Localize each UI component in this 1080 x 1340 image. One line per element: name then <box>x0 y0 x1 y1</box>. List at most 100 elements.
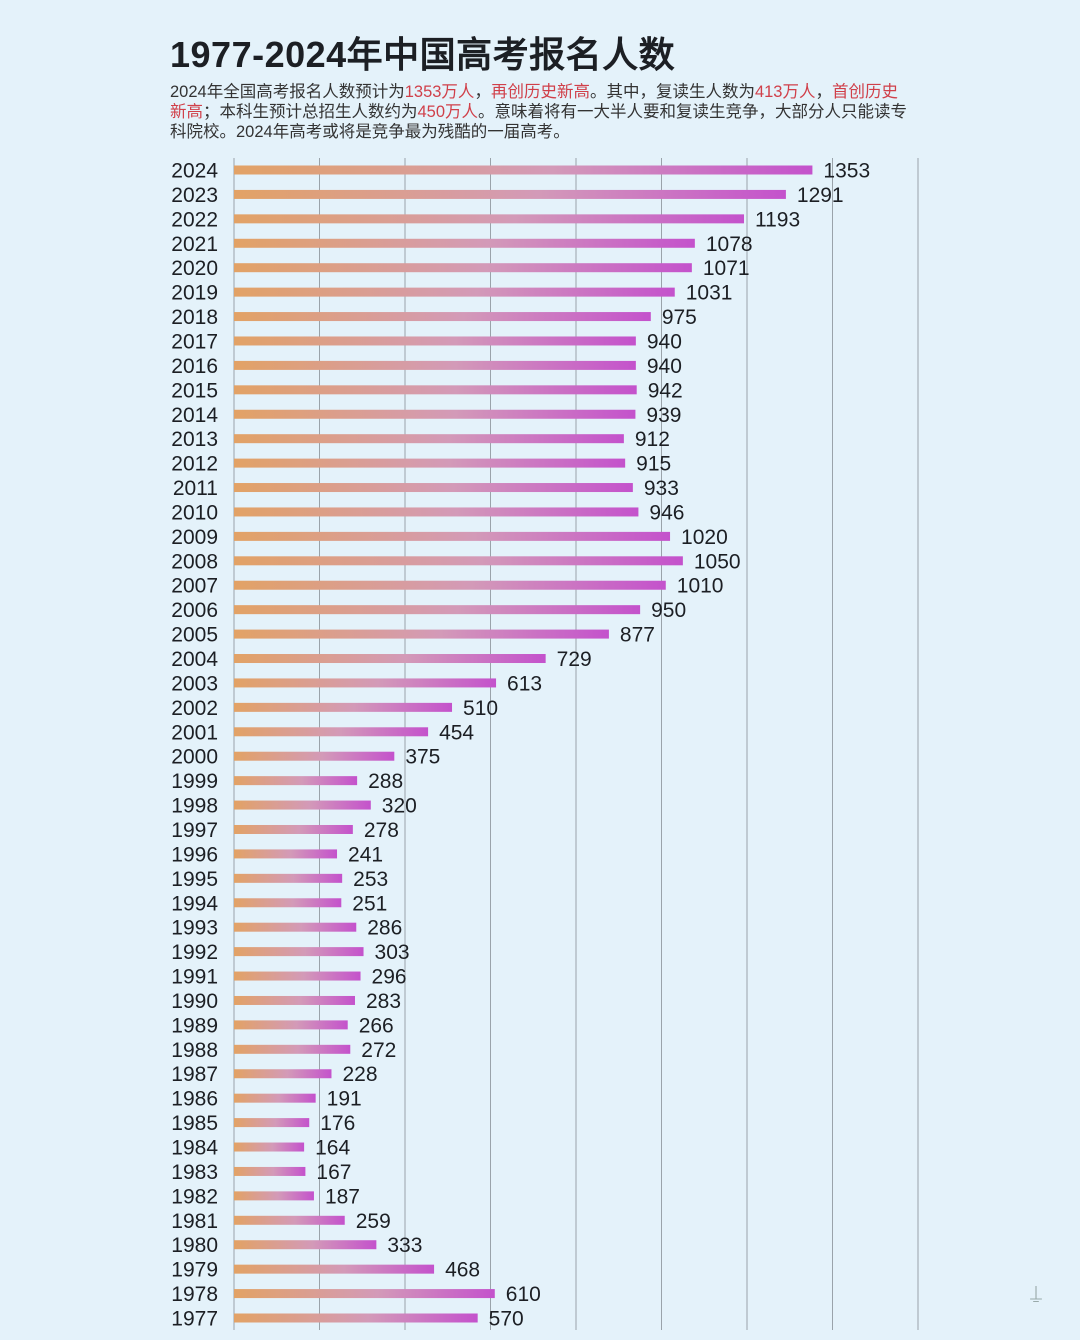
bar-2010 <box>234 507 639 517</box>
bar-1989 <box>234 1020 348 1030</box>
subtitle-highlight: 413万人 <box>754 83 816 101</box>
bar-2003 <box>234 678 497 688</box>
data-label: 1193 <box>755 208 800 231</box>
data-label: 1010 <box>677 575 724 598</box>
y-tick-label: 2020 <box>171 257 218 280</box>
bar-1986 <box>234 1093 316 1103</box>
subtitle-highlight: 再创历史新高 <box>490 83 590 101</box>
data-label: 950 <box>651 599 686 622</box>
bar-2008 <box>234 556 683 566</box>
data-label: 259 <box>356 1210 391 1233</box>
y-tick-label: 2024 <box>171 160 218 183</box>
data-label: 167 <box>316 1161 351 1184</box>
y-tick-label: 1981 <box>171 1210 218 1233</box>
data-label: 296 <box>372 966 407 989</box>
bar-2019 <box>234 287 675 297</box>
data-label: 266 <box>359 1014 394 1037</box>
data-label: 940 <box>647 355 682 378</box>
bar-2018 <box>234 312 651 322</box>
data-label: 877 <box>620 624 655 647</box>
bar-1994 <box>234 898 342 908</box>
y-tick-label: 2004 <box>171 648 218 671</box>
data-label: 375 <box>405 746 440 769</box>
data-label: 940 <box>647 330 682 353</box>
data-label: 241 <box>348 843 383 866</box>
data-label: 272 <box>361 1039 396 1062</box>
y-tick-label: 1982 <box>171 1185 218 1208</box>
y-tick-label: 1987 <box>171 1063 218 1086</box>
subtitle-text: ；本科生预计总招生人数约为 <box>203 103 418 121</box>
data-label: 333 <box>387 1234 422 1257</box>
bar-1980 <box>234 1240 377 1250</box>
bar-2000 <box>234 751 395 761</box>
bar-1977 <box>234 1313 478 1323</box>
bar-2020 <box>234 263 692 273</box>
data-label: 729 <box>557 648 592 671</box>
data-label: 1353 <box>823 160 870 183</box>
y-tick-label: 1991 <box>171 966 218 989</box>
y-tick-label: 2019 <box>171 282 218 305</box>
bar-2004 <box>234 654 546 664</box>
bar-2013 <box>234 434 624 444</box>
subtitle-text: 。意味着将有一大半人要和复读生竞争，大部分人只能读专科院校。2024年高考或将是… <box>170 103 908 141</box>
y-tick-label: 2010 <box>171 501 218 524</box>
subtitle-highlight: 450万人 <box>417 103 479 121</box>
bar-1982 <box>234 1191 314 1201</box>
y-tick-label: 1985 <box>171 1112 218 1135</box>
subtitle-text: 2024年全国高考报名人数预计为 <box>170 83 405 101</box>
data-label: 939 <box>646 404 681 427</box>
y-tick-label: 2022 <box>171 208 218 231</box>
bar-1992 <box>234 947 364 957</box>
y-tick-label: 1989 <box>171 1014 218 1037</box>
data-label: 975 <box>662 306 697 329</box>
y-tick-label: 1994 <box>171 892 218 915</box>
data-label: 286 <box>367 917 402 940</box>
data-label: 1020 <box>681 526 728 549</box>
y-tick-label: 2000 <box>171 746 218 769</box>
subtitle-highlight: 1353万人 <box>404 83 475 101</box>
y-tick-label: 1990 <box>171 990 218 1013</box>
data-label: 510 <box>463 697 498 720</box>
y-tick-label: 1988 <box>171 1039 218 1062</box>
bar-1983 <box>234 1166 306 1176</box>
bar-2009 <box>234 531 671 541</box>
bar-2024 <box>234 165 813 175</box>
y-tick-label: 2018 <box>171 306 218 329</box>
y-tick-label: 1978 <box>171 1283 218 1306</box>
data-label: 912 <box>635 428 670 451</box>
data-label: 610 <box>506 1283 541 1306</box>
data-label: 288 <box>368 770 403 793</box>
bar-1993 <box>234 922 357 932</box>
chart-title: 1977-2024年中国高考报名人数 <box>170 34 676 75</box>
data-label: 278 <box>364 819 399 842</box>
bar-1997 <box>234 824 353 834</box>
bar-2006 <box>234 605 641 615</box>
data-label: 942 <box>648 379 683 402</box>
data-label: 253 <box>353 868 388 891</box>
bar-2005 <box>234 629 609 639</box>
y-tick-label: 2002 <box>171 697 218 720</box>
y-tick-label: 1977 <box>171 1308 218 1331</box>
y-tick-label: 1993 <box>171 917 218 940</box>
y-tick-label: 1979 <box>171 1259 218 1282</box>
data-label: 1031 <box>686 282 733 305</box>
bar-1985 <box>234 1118 310 1128</box>
data-label: 320 <box>382 795 417 818</box>
bar-1998 <box>234 800 371 810</box>
data-label: 187 <box>325 1185 360 1208</box>
y-tick-label: 1984 <box>171 1137 218 1160</box>
y-tick-label: 2012 <box>171 453 218 476</box>
bar-1981 <box>234 1215 345 1225</box>
data-label: 915 <box>636 453 671 476</box>
y-tick-label: 2011 <box>173 477 218 500</box>
data-label: 164 <box>315 1137 350 1160</box>
y-tick-label: 2007 <box>171 575 218 598</box>
subtitle-text: 。其中，复读生人数为 <box>589 83 755 101</box>
bar-1988 <box>234 1044 351 1054</box>
data-label: 613 <box>507 672 542 695</box>
bar-2001 <box>234 727 429 737</box>
bar-1979 <box>234 1264 435 1274</box>
y-tick-label: 2003 <box>171 672 218 695</box>
data-label: 303 <box>375 941 410 964</box>
